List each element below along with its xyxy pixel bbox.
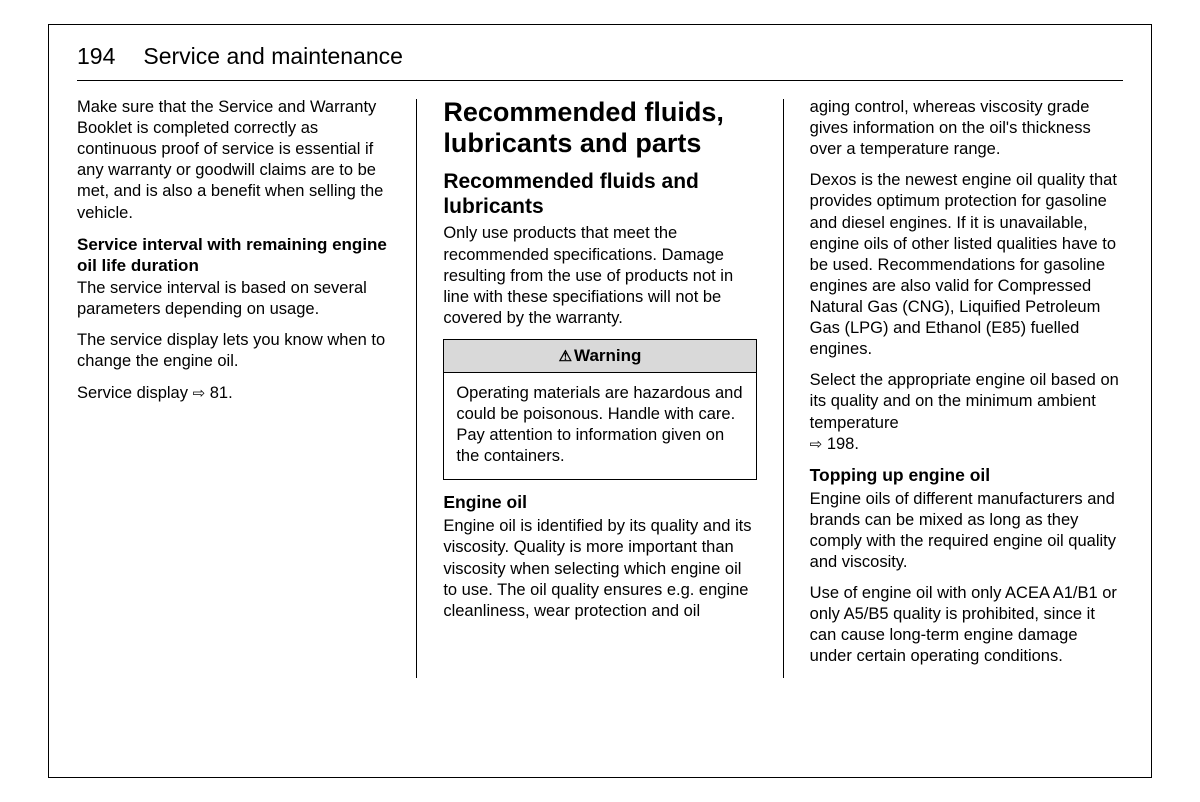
column-divider-1 [416,99,417,678]
col3-h3-topping-up: Topping up engine oil [810,465,1123,487]
cross-ref-arrow-icon: ⇨ [810,435,823,454]
warning-body: Operating materials are hazardous and co… [444,373,755,479]
col1-para-service-display-ref: Service display ⇨ 81. [77,383,390,404]
page-header: 194 Service and maintenance [77,43,1123,81]
col3-select-prefix: Select the appropriate engine oil based … [810,371,1119,431]
column-divider-2 [783,99,784,678]
col2-h1-recommended-fluids: Recommended fluids, lubricants and parts [443,97,756,159]
manual-page: 194 Service and maintenance Make sure th… [48,24,1152,778]
cross-ref-arrow-icon: ⇨ [193,384,206,403]
col3-para-acea-prohibited: Use of engine oil with only ACEA A1/B1 o… [810,583,1123,667]
col2-para-specifications: Only use products that meet the recommen… [443,223,756,329]
col1-para-service-display: The service display lets you know when t… [77,330,390,372]
page-number: 194 [77,43,115,70]
warning-triangle-icon: ⚠ [559,348,572,365]
column-1: Make sure that the Service and Warranty … [77,97,390,678]
page-title: Service and maintenance [143,43,403,70]
warning-header: ⚠Warning [444,340,755,373]
col2-h3-engine-oil: Engine oil [443,492,756,514]
col2-para-engine-oil-quality: Engine oil is identified by its quality … [443,516,756,622]
column-2: Recommended fluids, lubricants and parts… [443,97,756,678]
col3-para-viscosity: aging control, whereas viscosity grade g… [810,97,1123,160]
content-columns: Make sure that the Service and Warranty … [77,97,1123,678]
warning-label: Warning [574,346,641,365]
col3-para-select-oil: Select the appropriate engine oil based … [810,370,1123,454]
col1-para-warranty: Make sure that the Service and Warranty … [77,97,390,224]
warning-box: ⚠Warning Operating materials are hazardo… [443,339,756,480]
col1-ref-prefix: Service display [77,384,193,402]
col3-para-dexos: Dexos is the newest engine oil quality t… [810,170,1123,360]
col1-subheading-service-interval: Service interval with remaining engine o… [77,234,390,277]
column-3: aging control, whereas viscosity grade g… [810,97,1123,678]
col1-para-interval-basis: The service interval is based on several… [77,278,390,320]
col2-h2-recommended-fluids-lubricants: Recommended fluids and lubricants [443,169,756,219]
col3-para-mixing-oils: Engine oils of different manufacturers a… [810,489,1123,573]
col1-ref-number: 81. [210,384,233,402]
col3-ref-number: 198. [827,435,859,453]
